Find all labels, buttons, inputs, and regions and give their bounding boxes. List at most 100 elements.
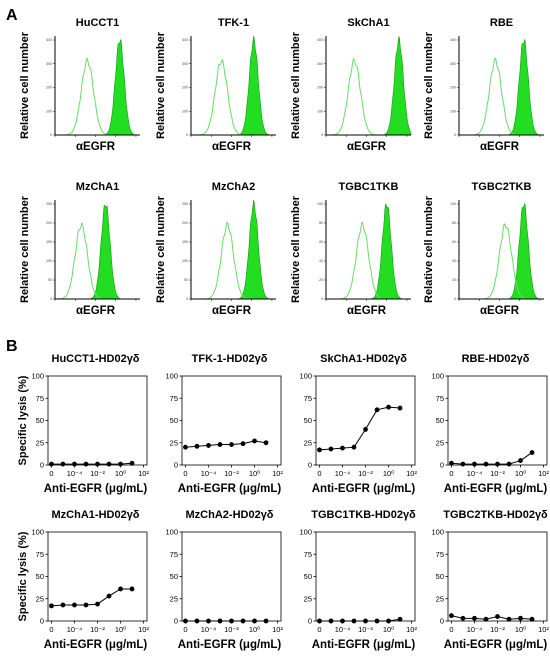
lysis-panel: HuCCT1-HD02γδ 0 25 50 75 100 0 10⁻⁴ 10⁻² 10⁰ 10² An… — [17, 353, 149, 495]
histogram-title: TGBC2TKB — [472, 181, 532, 193]
lysis-y-tick-label: 0 — [40, 461, 44, 470]
lysis-y-tick-label: 100 — [31, 372, 44, 381]
lysis-x-tick-label: 0 — [317, 469, 321, 478]
histogram-y-tick-label: 100 — [450, 202, 456, 206]
histogram-title: SkChA1 — [347, 17, 389, 29]
histogram-y-tick-label: 300 — [182, 62, 188, 66]
histogram-y-label: Relative cell number — [19, 31, 31, 139]
histogram-y-tick-label: 200 — [182, 221, 188, 225]
lysis-panel: MzChA1-HD02γδ 0 25 50 75 100 0 10⁻⁴ 10⁻² 10⁰ 10² An… — [17, 509, 149, 651]
lysis-frame — [47, 531, 148, 622]
lysis-y-tick-label: 75 — [304, 550, 312, 559]
lysis-point — [60, 602, 66, 608]
histogram-y-tick-label: 200 — [182, 86, 188, 90]
histogram-y-tick-label: 0 — [50, 133, 52, 137]
histogram-panel: HuCCT1 Relative cell number 0 100 200 300 400 α… — [19, 17, 141, 153]
lysis-title: TFK-1-HD02γδ — [192, 353, 268, 365]
lysis-x-tick-label: 10⁰ — [249, 469, 260, 478]
lysis-y-tick-label: 0 — [440, 617, 444, 626]
lysis-y-tick-label: 25 — [304, 438, 312, 447]
histogram-y-tick-label: 200 — [46, 86, 52, 90]
lysis-point — [183, 618, 188, 624]
lysis-point — [49, 603, 54, 609]
lysis-title: MzChA2-HD02γδ — [186, 509, 274, 521]
lysis-point — [217, 442, 223, 447]
lysis-point — [118, 461, 123, 467]
histogram-y-tick-label: 400 — [182, 38, 188, 42]
lysis-title: HuCCT1-HD02γδ — [52, 353, 140, 365]
histogram-y-tick-label: 80 — [452, 221, 456, 225]
lysis-x-tick-label: 10² — [538, 469, 549, 478]
lysis-title: TGBC2TKB-HD02γδ — [443, 509, 548, 521]
lysis-y-tick-label: 25 — [436, 594, 444, 603]
histogram-y-tick-label: 0 — [454, 297, 456, 301]
lysis-x-tick-label: 10⁻² — [90, 625, 105, 634]
histogram-y-tick-label: 300 — [450, 62, 456, 66]
lysis-frame — [181, 375, 282, 466]
lysis-x-tick-label: 10⁻² — [490, 625, 505, 634]
lysis-point — [229, 618, 234, 624]
lysis-point — [472, 461, 477, 467]
lysis-point — [495, 461, 500, 467]
isotype-histogram — [191, 221, 276, 300]
histogram-x-label: αEGFR — [212, 141, 252, 153]
lysis-x-tick-label: 10⁰ — [515, 625, 526, 634]
lysis-x-label: Anti-EGFR (μg/mL) — [44, 483, 148, 495]
lysis-y-tick-label: 25 — [36, 594, 44, 603]
lysis-x-label: Anti-EGFR (μg/mL) — [444, 639, 548, 651]
histogram-y-tick-label: 80 — [319, 221, 323, 225]
lysis-point — [529, 450, 535, 455]
lysis-title: TGBC1TKB-HD02γδ — [311, 509, 416, 521]
histogram-y-tick-label: 40 — [452, 259, 456, 263]
lysis-x-tick-label: 10⁻² — [358, 469, 373, 478]
lysis-x-tick-label: 10² — [538, 625, 549, 634]
lysis-x-tick-label: 0 — [49, 625, 53, 634]
lysis-x-tick-label: 10⁻² — [358, 625, 373, 634]
lysis-point — [340, 618, 345, 624]
lysis-y-tick-label: 0 — [174, 461, 178, 470]
isotype-histogram — [326, 221, 411, 300]
histogram-x-label: αEGFR — [480, 141, 520, 153]
lysis-frame — [315, 531, 416, 622]
lysis-point — [495, 614, 500, 619]
panel-letter-a: A — [6, 7, 18, 24]
histogram-y-tick-label: 150 — [182, 240, 188, 244]
lysis-x-tick-label: 10² — [138, 625, 149, 634]
histogram-x-label: αEGFR — [76, 141, 116, 153]
histogram-x-label: αEGFR — [347, 141, 387, 153]
lysis-panel: MzChA2-HD02γδ 0 25 50 75 100 0 10⁻⁴ 10⁻² 10⁰ 10² An… — [165, 509, 283, 651]
lysis-y-tick-label: 25 — [170, 594, 178, 603]
histogram-x-label: αEGFR — [212, 305, 252, 317]
lysis-y-tick-label: 100 — [165, 528, 178, 537]
histogram-y-tick-label: 400 — [317, 38, 323, 42]
lysis-point — [460, 615, 466, 621]
histogram-y-tick-label: 400 — [46, 38, 52, 42]
histogram-y-label: Relative cell number — [290, 31, 302, 139]
lysis-point — [397, 405, 403, 411]
histogram-y-tick-label: 200 — [450, 86, 456, 90]
lysis-point — [95, 601, 100, 607]
panel-letter-b: B — [6, 338, 18, 355]
lysis-point — [129, 460, 135, 466]
lysis-x-tick-label: 0 — [183, 625, 187, 634]
lysis-point — [183, 444, 188, 450]
lysis-point — [72, 602, 77, 608]
lysis-point — [449, 460, 454, 466]
lysis-point — [206, 618, 211, 624]
egfr-histogram — [55, 38, 141, 136]
lysis-y-label: Specific lysis (%) — [17, 531, 29, 621]
histogram-y-tick-label: 200 — [46, 221, 52, 225]
lysis-x-tick-label: 10⁻² — [490, 469, 505, 478]
lysis-x-tick-label: 10² — [406, 469, 417, 478]
lysis-y-tick-label: 100 — [299, 528, 312, 537]
histogram-y-tick-label: 100 — [182, 259, 188, 263]
lysis-y-tick-label: 100 — [31, 528, 44, 537]
lysis-point — [60, 461, 66, 467]
histogram-y-label: Relative cell number — [19, 195, 31, 303]
lysis-x-tick-label: 10⁰ — [383, 469, 394, 478]
lysis-point — [217, 618, 223, 624]
histogram-y-tick-label: 20 — [452, 278, 456, 282]
lysis-point — [506, 616, 512, 622]
histogram-panel: RBE Relative cell number 0 100 200 300 400 αEGF… — [423, 17, 545, 153]
